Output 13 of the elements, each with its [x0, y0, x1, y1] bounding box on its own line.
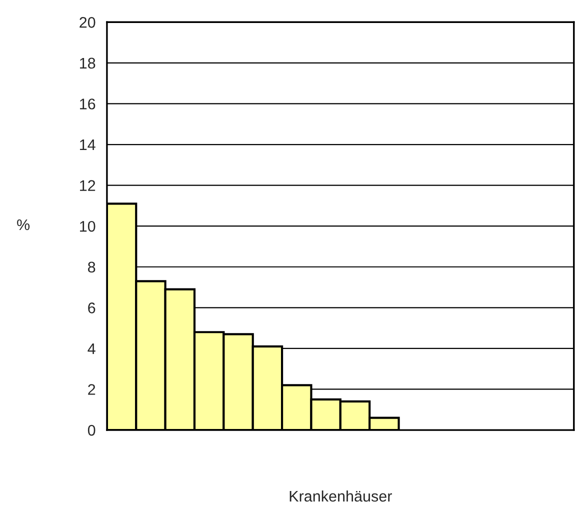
y-tick-label: 14	[80, 140, 96, 150]
y-tick-label: 8	[88, 262, 96, 273]
x-axis-title: Krankenhäuser	[290, 490, 392, 502]
y-tick-label: 6	[88, 302, 96, 314]
y-tick-label: 12	[80, 180, 96, 191]
y-axis-title: %	[17, 219, 30, 230]
y-tick-label: 10	[80, 220, 96, 232]
y-tick-label: 0	[88, 424, 96, 436]
y-tick-label: 18	[80, 58, 96, 69]
y-tick-label: 16	[80, 98, 96, 110]
y-tick-label: 2	[88, 384, 96, 395]
y-tick-label: 4	[88, 343, 96, 354]
y-tick-label: 20	[80, 17, 96, 28]
